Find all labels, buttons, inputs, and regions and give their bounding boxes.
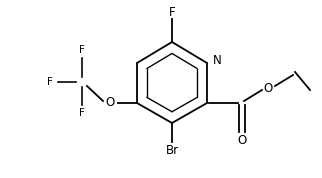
Text: F: F [169, 6, 175, 19]
Text: N: N [213, 54, 221, 67]
Text: O: O [105, 96, 115, 109]
Text: F: F [79, 45, 85, 55]
Text: F: F [47, 77, 53, 87]
Text: F: F [79, 108, 85, 118]
Text: Br: Br [166, 143, 179, 156]
Text: O: O [237, 134, 247, 146]
Text: O: O [263, 82, 273, 95]
